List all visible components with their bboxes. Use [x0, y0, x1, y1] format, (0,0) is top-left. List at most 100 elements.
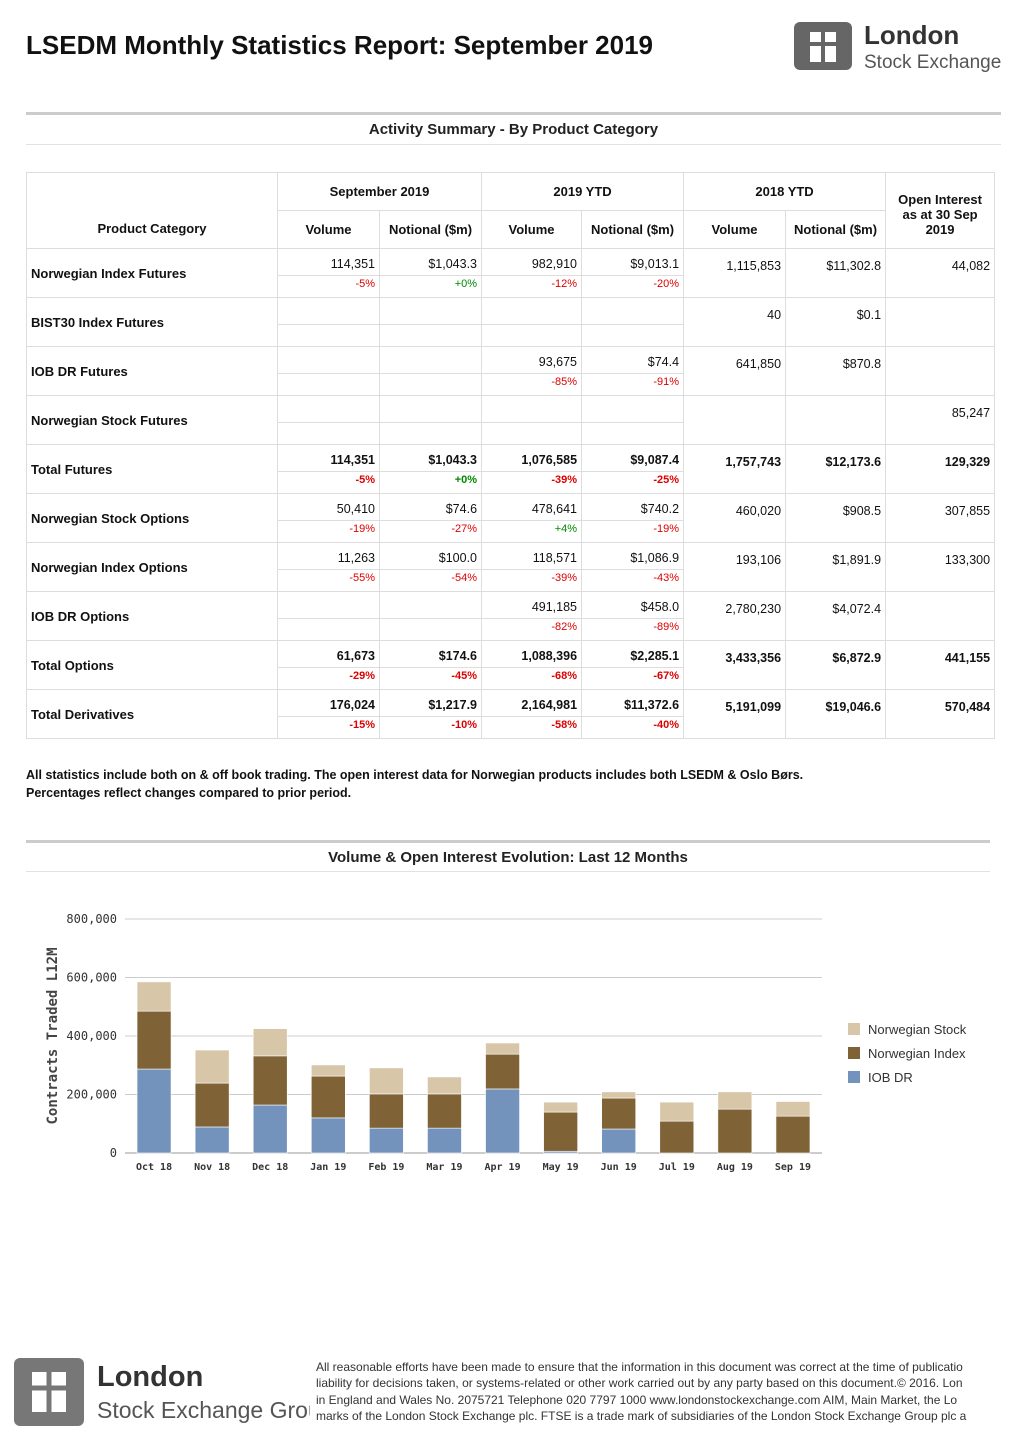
activity-table: Product Category September 2019 2019 YTD…: [26, 172, 996, 739]
change-cell: -27%: [378, 520, 483, 543]
x-tick-label: Mar 19: [426, 1162, 462, 1173]
table-cell: $2,285.1: [581, 640, 685, 668]
change-cell: [481, 324, 583, 347]
header-row: Volume Notional ($m) Volume Notional ($m…: [27, 210, 995, 249]
table-cell: 50,410: [277, 493, 380, 521]
change-cell: -25%: [581, 471, 685, 494]
table-cell: 2,780,230: [683, 591, 787, 641]
disclaimer-line: liability for decisions taken, or system…: [316, 1376, 963, 1391]
table-cell: [378, 395, 483, 423]
change-cell: [277, 422, 380, 445]
change-cell: -19%: [277, 520, 380, 543]
change-cell: -10%: [378, 716, 483, 739]
y-tick-label: 600,000: [66, 971, 117, 985]
logo-text: Stock Exchange Group: [97, 1397, 310, 1423]
table-cell: 114,351: [277, 248, 380, 276]
bar-segment: [136, 981, 172, 1012]
bar-segment: [252, 1028, 288, 1057]
change-cell: -67%: [581, 667, 685, 690]
table-cell: 2,164,981: [481, 689, 583, 717]
section-title: Volume & Open Interest Evolution: Last 1…: [328, 849, 688, 866]
change-cell: [277, 324, 380, 347]
change-cell: -91%: [581, 373, 685, 396]
table-cell: 129,329: [885, 444, 996, 494]
change-cell: -39%: [481, 471, 583, 494]
table-cell: $4,072.4: [785, 591, 887, 641]
bar-segment: [775, 1101, 811, 1117]
header-cell: Notional ($m): [785, 210, 887, 249]
change-cell: +0%: [378, 471, 483, 494]
bar-segment: [601, 1091, 637, 1099]
table-row: Total Derivatives 176,024 $1,217.9 2,164,98…: [26, 689, 996, 739]
lse-logo: London Stock Exchange: [794, 20, 1001, 73]
change-cell: -5%: [277, 275, 380, 298]
x-tick-label: Jan 19: [310, 1162, 346, 1173]
row-label: BIST30 Index Futures: [26, 297, 278, 347]
table-cell: 307,855: [885, 493, 996, 543]
bar-segment: [310, 1064, 346, 1077]
lseg-logo: London Stock Exchange Group: [14, 1358, 310, 1426]
table-cell: 40: [683, 297, 787, 347]
bar-segment: [601, 1128, 637, 1154]
x-tick-label: Apr 19: [484, 1162, 520, 1173]
table-row: -85% -91%: [27, 373, 995, 396]
table-row: [27, 422, 995, 445]
bar-segment: [601, 1097, 637, 1130]
table-cell: $1,086.9: [581, 542, 685, 570]
report-title: LSEDM Monthly Statistics Report: Septemb…: [26, 30, 654, 60]
table-cell: 3,433,356: [683, 640, 787, 690]
logo-text: Stock Exchange: [864, 52, 1001, 73]
legend-label: Norwegian Index: [868, 1046, 966, 1061]
header-row: Product Category September 2019 2019 YTD…: [26, 172, 996, 249]
table-cell: [885, 346, 996, 396]
table-row: Norwegian Index Options 11,263 $100.0 118,5…: [26, 542, 996, 592]
table-cell: [378, 346, 483, 374]
rule: [26, 112, 1001, 115]
rule: [26, 144, 1001, 145]
rule: [26, 871, 990, 872]
y-tick-label: 400,000: [66, 1029, 117, 1043]
bar-segment: [136, 1068, 172, 1154]
row-label: Norwegian Index Futures: [26, 248, 278, 298]
table-cell: 118,571: [481, 542, 583, 570]
change-cell: -89%: [581, 618, 685, 641]
header-cell: 2019 YTD: [481, 172, 685, 211]
row-label: Norwegian Stock Options: [26, 493, 278, 543]
table-cell: $1,891.9: [785, 542, 887, 592]
x-tick-label: Oct 18: [136, 1162, 172, 1173]
table-cell: $11,372.6: [581, 689, 685, 717]
table-cell: 1,115,853: [683, 248, 787, 298]
bar-segment: [369, 1127, 404, 1154]
bar-segment: [369, 1093, 404, 1129]
change-cell: -5%: [277, 471, 380, 494]
change-cell: -45%: [378, 667, 483, 690]
table-cell: 114,351: [277, 444, 380, 472]
table-cell: [481, 297, 583, 325]
table-row: -15% -10% -58% -40%: [27, 716, 995, 739]
table-cell: [581, 395, 685, 423]
y-tick-label: 200,000: [66, 1088, 117, 1102]
table-cell: 44,082: [885, 248, 996, 298]
change-cell: [277, 373, 380, 396]
header-cell: Notional ($m): [581, 210, 685, 249]
bar-segment: [310, 1075, 346, 1119]
logo-text: London: [864, 20, 959, 50]
header-cell: Volume: [683, 210, 787, 249]
table-row: Total Options 61,673 $174.6 1,088,396 $2,285…: [26, 640, 996, 690]
legend-swatch: [848, 1047, 860, 1059]
table-row: Norwegian Stock Futures 85,247: [26, 395, 996, 445]
rule: [26, 840, 990, 843]
change-cell: [378, 373, 483, 396]
note: All statistics include both on & off boo…: [26, 768, 804, 782]
y-axis-title: Contracts Traded L12M: [45, 947, 61, 1124]
table-row: Norwegian Stock Options 50,410 $74.6 478,64…: [26, 493, 996, 543]
legend-swatch: [848, 1023, 860, 1035]
table-cell: $870.8: [785, 346, 887, 396]
table-cell: [378, 297, 483, 325]
x-tick-label: Jun 19: [601, 1162, 637, 1173]
crest-cross: [32, 1372, 66, 1412]
change-cell: -58%: [481, 716, 583, 739]
change-cell: [378, 618, 483, 641]
disclaimer-line: All reasonable efforts have been made to…: [316, 1360, 963, 1374]
table-cell: [885, 591, 996, 641]
